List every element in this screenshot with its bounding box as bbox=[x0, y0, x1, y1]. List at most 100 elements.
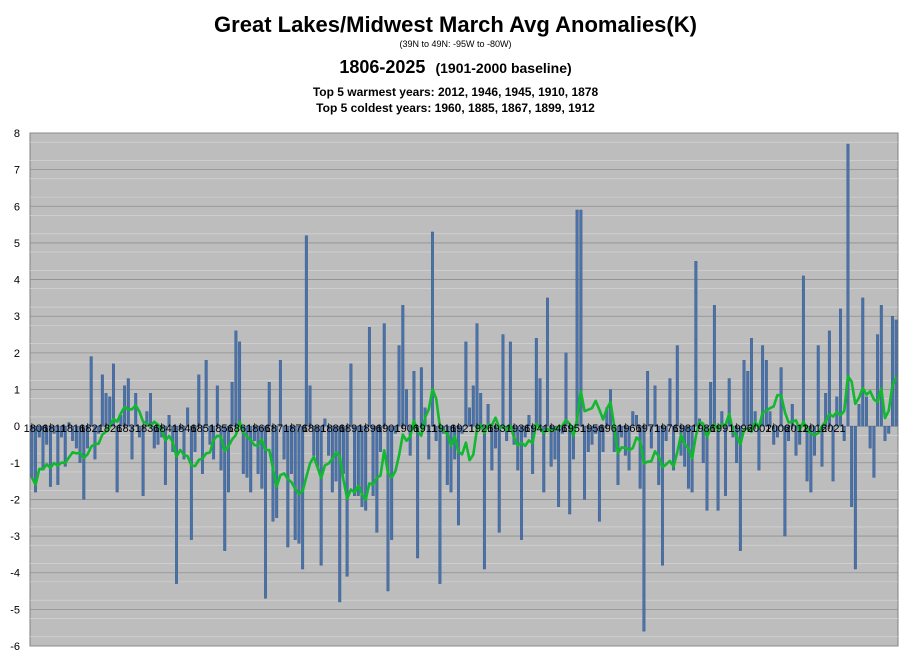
x-tick-label: 1901 bbox=[376, 423, 400, 435]
bar-1893 bbox=[353, 425, 357, 496]
bar-1859 bbox=[227, 425, 230, 493]
x-tick-label: 1951 bbox=[561, 423, 585, 435]
bar-1868 bbox=[260, 425, 264, 489]
bar-1902 bbox=[386, 425, 390, 592]
bar-1872 bbox=[275, 425, 279, 518]
bar-2020 bbox=[824, 393, 828, 427]
bar-1900 bbox=[379, 425, 382, 452]
bar-1944 bbox=[542, 425, 546, 493]
bar-2021 bbox=[827, 330, 831, 427]
bar-1979 bbox=[672, 425, 676, 471]
bar-1892 bbox=[349, 363, 353, 427]
bar-1873 bbox=[278, 360, 282, 427]
bar-1959 bbox=[597, 425, 601, 522]
bar-1811 bbox=[48, 425, 52, 487]
y-tick-label: -3 bbox=[10, 531, 20, 543]
bar-1974 bbox=[653, 385, 657, 427]
bar-1839 bbox=[152, 425, 156, 449]
gridlines bbox=[30, 141, 898, 638]
warmest-years: Top 5 warmest years: 2012, 1946, 1945, 1… bbox=[312, 85, 599, 99]
bar-1926 bbox=[475, 323, 479, 427]
bar-1904 bbox=[393, 425, 397, 434]
bar-1819 bbox=[78, 425, 82, 463]
x-tick-label: 1811 bbox=[43, 423, 67, 435]
bar-1909 bbox=[412, 371, 416, 427]
bar-1901 bbox=[382, 323, 386, 427]
bar-2005 bbox=[768, 411, 772, 427]
bar-1820 bbox=[82, 425, 86, 500]
bar-2012 bbox=[794, 425, 798, 456]
bar-1874 bbox=[282, 425, 286, 460]
bar-1907 bbox=[405, 389, 408, 427]
x-tick-label: 2001 bbox=[747, 423, 771, 435]
y-tick-label: -2 bbox=[10, 494, 20, 506]
bar-1882 bbox=[312, 425, 316, 456]
bar-1924 bbox=[468, 407, 472, 427]
bar-1815 bbox=[63, 425, 67, 467]
bar-1889 bbox=[338, 425, 342, 603]
bar-2036 bbox=[883, 425, 887, 441]
bar-1885 bbox=[323, 418, 327, 427]
baseline-note: (1901-2000 baseline) bbox=[435, 60, 572, 76]
x-tick-label: 1936 bbox=[506, 423, 530, 435]
bar-2022 bbox=[831, 425, 835, 482]
x-tick-label: 1841 bbox=[153, 423, 177, 435]
bar-2034 bbox=[876, 334, 880, 427]
bar-2031 bbox=[865, 396, 868, 427]
bar-1973 bbox=[649, 425, 653, 449]
bar-1957 bbox=[590, 425, 594, 445]
bar-1807 bbox=[34, 425, 38, 493]
bar-1869 bbox=[264, 425, 267, 599]
x-tick-label: 1856 bbox=[209, 423, 233, 435]
bar-1976 bbox=[661, 425, 664, 566]
bar-1990 bbox=[712, 305, 716, 427]
bar-1911 bbox=[419, 367, 423, 427]
bar-1842 bbox=[163, 425, 167, 485]
bar-1894 bbox=[356, 425, 360, 496]
bar-1813 bbox=[56, 425, 60, 485]
y-axis: -6 -5 -4 -3 -2 -1 0 1 2 3 4 5 6 7 8 bbox=[10, 128, 898, 653]
x-tick-label: 1876 bbox=[283, 423, 307, 435]
y-tick-label: 5 bbox=[14, 238, 20, 250]
bar-1948 bbox=[557, 425, 561, 507]
bar-1965 bbox=[620, 425, 624, 438]
bar-2017 bbox=[813, 425, 816, 456]
y-tick-label: 3 bbox=[14, 311, 20, 323]
bar-1958 bbox=[594, 425, 598, 434]
bar-1848 bbox=[186, 407, 190, 427]
bar-1919 bbox=[449, 425, 453, 493]
bar-1895 bbox=[360, 425, 364, 507]
bar-1925 bbox=[471, 385, 475, 427]
bar-2004 bbox=[764, 360, 768, 427]
y-tick-label: 6 bbox=[14, 201, 20, 213]
period-line: 1806-2025 (1901-2000 baseline) bbox=[0, 57, 911, 78]
bar-1983 bbox=[686, 425, 690, 489]
bar-1918 bbox=[445, 425, 449, 485]
bar-1969 bbox=[635, 414, 638, 427]
bar-1960 bbox=[601, 425, 605, 452]
bar-1891 bbox=[345, 425, 349, 577]
bar-1864 bbox=[245, 425, 249, 478]
x-tick-label: 2006 bbox=[765, 423, 789, 435]
bar-1861 bbox=[234, 330, 238, 427]
x-tick-label: 1871 bbox=[265, 423, 289, 435]
bar-1938 bbox=[520, 425, 523, 540]
x-tick-label: 1896 bbox=[357, 423, 381, 435]
bar-1867 bbox=[256, 425, 260, 474]
bar-1953 bbox=[575, 209, 579, 427]
x-tick-label: 1836 bbox=[135, 423, 159, 435]
bar-1858 bbox=[223, 425, 227, 551]
y-tick-label: -1 bbox=[10, 458, 20, 470]
bar-1934 bbox=[505, 425, 509, 441]
x-tick-label: 1891 bbox=[339, 423, 363, 435]
bar-1823 bbox=[93, 425, 97, 460]
bar-1808 bbox=[37, 425, 41, 438]
x-tick-label: 1976 bbox=[654, 423, 678, 435]
bar-2028 bbox=[853, 425, 857, 570]
bar-1998 bbox=[742, 360, 746, 427]
bar-1818 bbox=[74, 425, 78, 449]
bar-1922 bbox=[460, 425, 464, 434]
x-tick-label: 1861 bbox=[228, 423, 252, 435]
bar-1916 bbox=[438, 425, 442, 584]
